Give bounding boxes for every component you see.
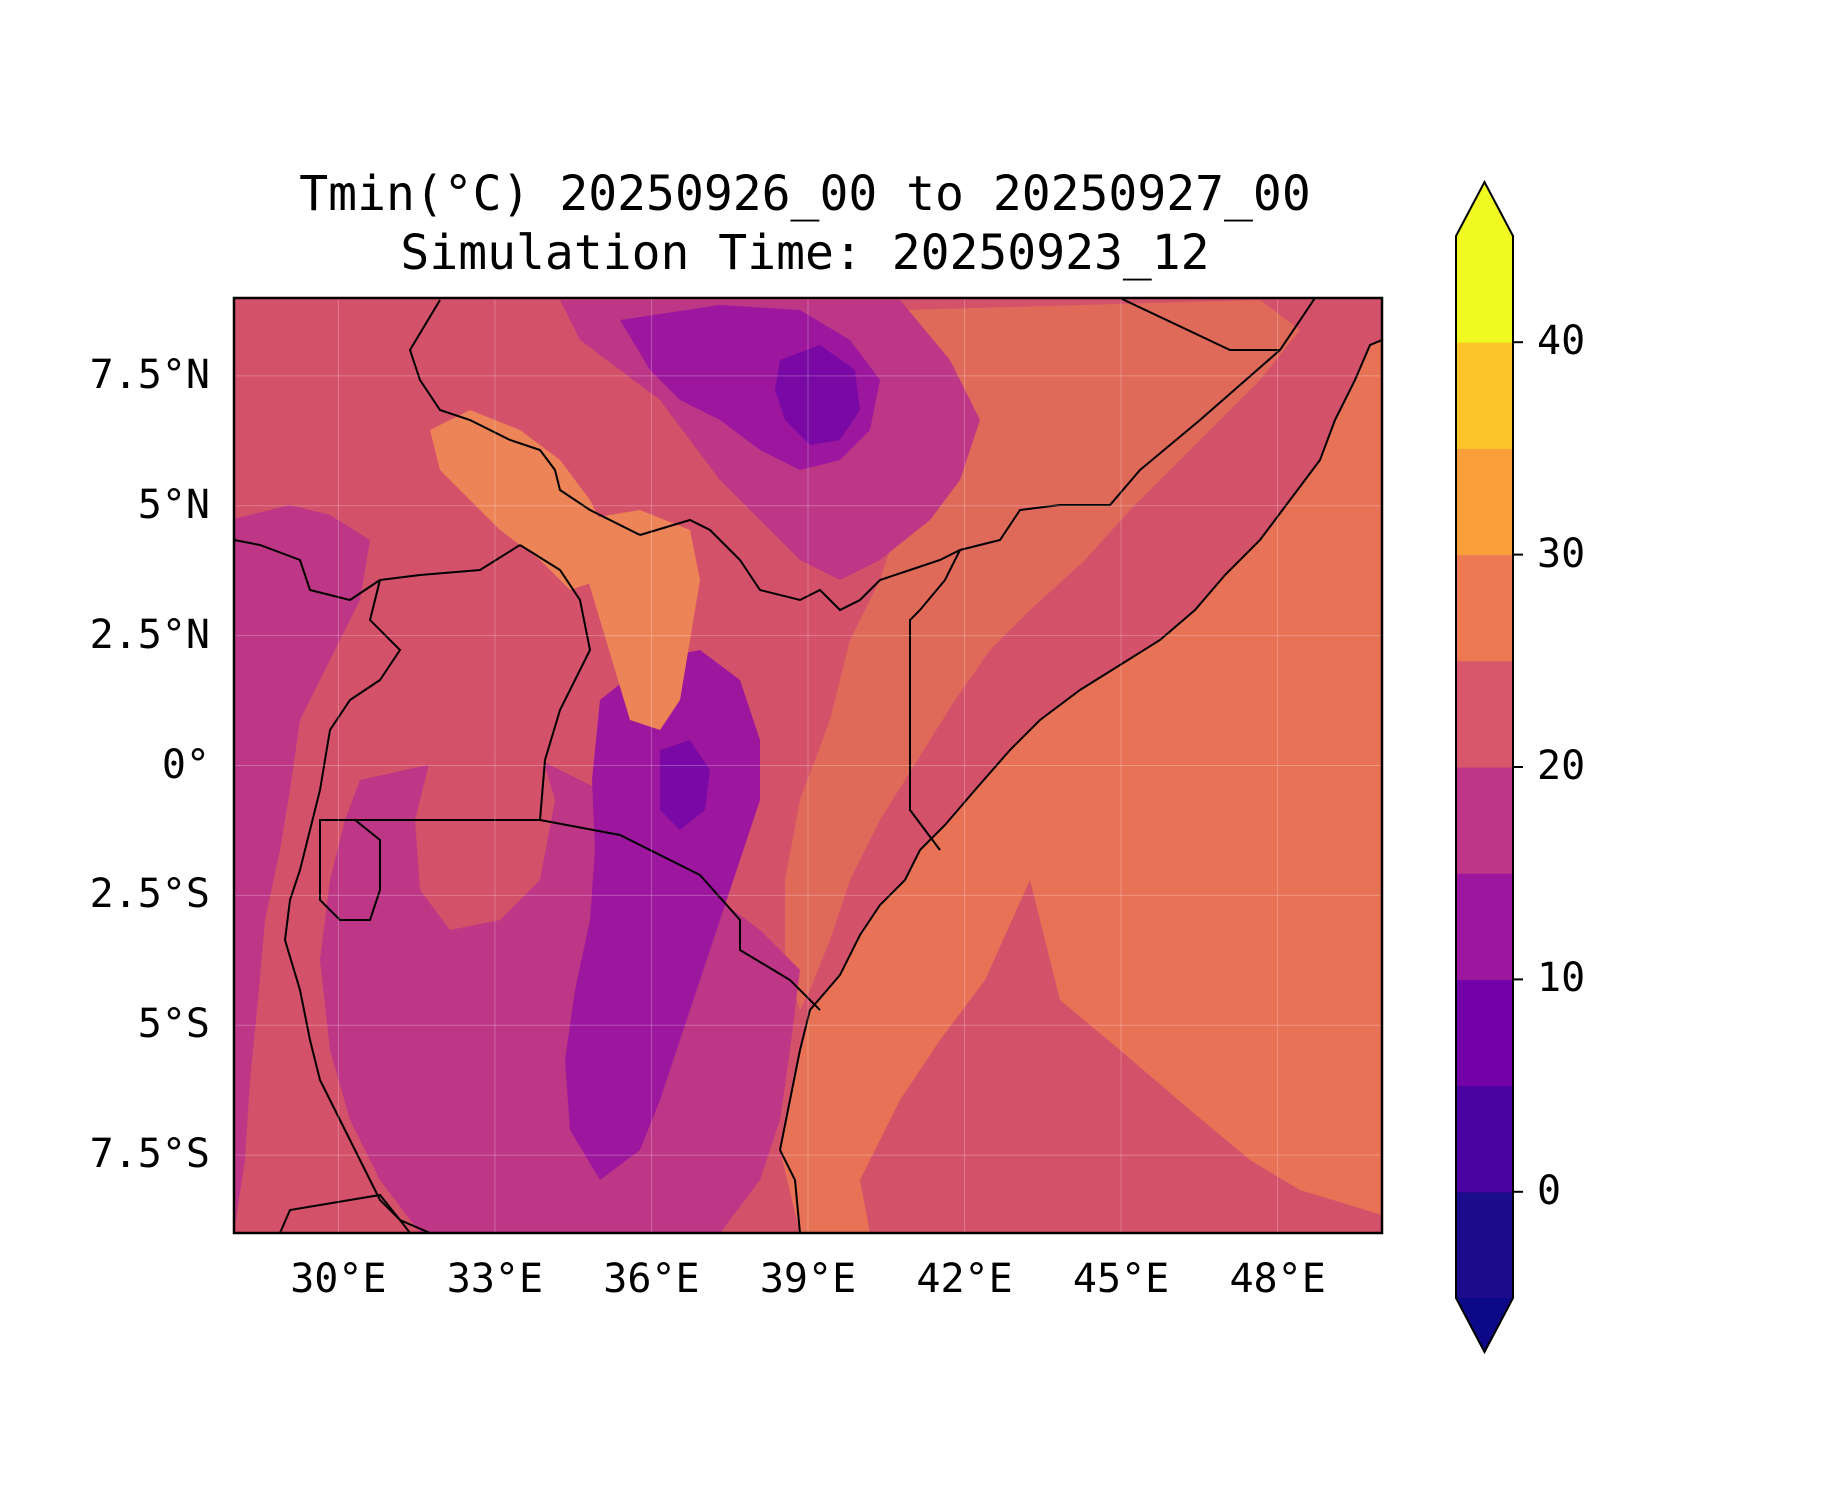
southern-border <box>279 1193 431 1233</box>
map-frame <box>232 296 1384 1235</box>
title-line-2: Simulation Time: 20250923_12 <box>400 225 1210 281</box>
colorbar-bin <box>1456 236 1513 343</box>
map-panel <box>234 298 1382 1233</box>
lake-victoria-patch <box>415 750 555 930</box>
title-line-1: Tmin(°C) 20250926_00 to 20250927_00 <box>299 166 1311 222</box>
colorbar-tick-label: 20 <box>1537 743 1586 789</box>
colorbar-tick-label: 0 <box>1537 1167 1562 1214</box>
colorbar <box>1455 179 1523 1355</box>
lon-tick-label: 33°E <box>446 1256 544 1302</box>
lat-tick-label: 0° <box>161 741 210 788</box>
somalia-inner-border <box>639 349 1281 612</box>
drc-uganda-border <box>283 579 411 1233</box>
kenyan-peaks-field <box>660 740 710 830</box>
colorbar-bin <box>1456 767 1513 874</box>
lat-tick-label: 2.5°S <box>89 871 210 918</box>
lat-tick-label: 2.5°N <box>89 611 210 658</box>
colorbar-bin <box>1456 1085 1513 1193</box>
lon-tick-label: 45°E <box>1072 1256 1170 1302</box>
colorbar-bin <box>1456 342 1513 449</box>
lat-tick-label: 5°S <box>137 1001 210 1048</box>
colorbar-bin <box>1456 873 1513 980</box>
tanzania-kenya-border <box>539 819 821 1011</box>
lon-tick-label: 36°E <box>603 1256 700 1302</box>
lake-victoria-border <box>355 544 592 821</box>
boundaries <box>234 298 1382 1233</box>
rwanda-burundi-border <box>319 819 381 921</box>
colorbar-tick-label: 10 <box>1537 955 1586 1002</box>
somalia-ethiopia-border <box>1119 298 1316 351</box>
colorbar-bin <box>1456 660 1513 768</box>
lat-tick-label: 5°N <box>137 481 210 528</box>
colorbar-bin <box>1456 554 1513 662</box>
lon-tick-label: 48°E <box>1229 1256 1326 1302</box>
colorbar-over-triangle <box>1456 182 1513 236</box>
colorbar-bin <box>1456 979 1513 1087</box>
lon-tick-label: 42°E <box>916 1256 1013 1302</box>
ocean-cool-band <box>860 880 1382 1233</box>
indian-ocean-field <box>780 340 1382 1233</box>
lon-tick-label: 39°E <box>759 1256 857 1302</box>
colorbar-tick-label: 30 <box>1537 530 1586 577</box>
colorbar-tick-label: 40 <box>1537 318 1586 365</box>
colorbar-under-triangle <box>1456 1298 1513 1352</box>
colorbar-outline <box>1455 179 1514 1355</box>
lat-tick-label: 7.5°N <box>89 351 210 398</box>
colorbar-bin <box>1456 1191 1513 1299</box>
ethiopian-peaks-field <box>775 345 860 445</box>
rift-valley-field <box>565 650 760 1180</box>
lat-tick-label: 7.5°S <box>89 1131 210 1178</box>
uganda-border <box>234 539 521 602</box>
kenya-somalia-border <box>909 549 961 851</box>
sudan-lowland-patch <box>430 410 610 590</box>
turkana-basin-patch <box>580 510 700 730</box>
gridlines <box>234 298 1382 1233</box>
colorbar-bin <box>1456 448 1513 556</box>
south-sudan-border <box>408 299 641 536</box>
coastline <box>778 339 1382 1233</box>
lon-tick-label: 30°E <box>290 1256 387 1302</box>
highlands-field <box>234 505 370 1233</box>
